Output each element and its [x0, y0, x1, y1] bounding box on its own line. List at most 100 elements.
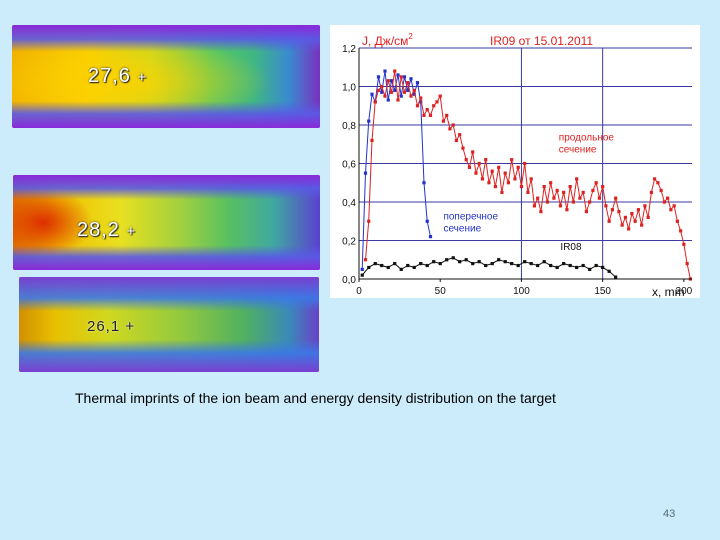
data-point: [555, 265, 559, 270]
y-tick-label: 0,6: [342, 160, 356, 171]
data-point: [360, 267, 364, 271]
data-point: [594, 263, 598, 268]
data-point: [503, 260, 507, 264]
data-point: [575, 265, 579, 270]
thermal-imprint-3: 26,1 +: [19, 277, 319, 372]
data-point: [643, 204, 647, 208]
data-point: [490, 169, 494, 173]
data-point: [526, 190, 530, 194]
data-point: [679, 229, 683, 233]
crosshair-marker-2: +: [126, 223, 137, 240]
data-point: [438, 262, 442, 266]
data-point: [438, 94, 442, 98]
data-point: [484, 263, 488, 268]
data-point: [373, 100, 377, 104]
data-point: [363, 171, 368, 175]
data-point: [487, 181, 491, 185]
data-point: [477, 161, 481, 166]
data-point: [542, 185, 546, 189]
data-point: [425, 219, 429, 223]
temperature-label-2: 28,2 +: [77, 219, 137, 241]
data-point: [659, 188, 663, 193]
data-point: [363, 258, 368, 262]
chart-grid: [359, 47, 692, 280]
data-point: [441, 119, 446, 123]
data-point: [399, 75, 403, 79]
energy-density-chart: 0,0 0,2 0,4 0,6 0,8 1,0 1,2 0 50 100 150 200 IR09 о…: [330, 25, 700, 298]
data-point: [464, 158, 468, 162]
data-point: [435, 100, 439, 104]
data-point: [415, 104, 420, 108]
data-point: [578, 196, 582, 200]
data-point: [562, 262, 566, 266]
data-point: [360, 273, 364, 277]
data-point: [620, 223, 624, 227]
data-point: [419, 262, 423, 266]
data-point: [623, 215, 627, 219]
data-point: [497, 258, 501, 262]
data-point: [669, 208, 673, 212]
data-point: [614, 196, 618, 200]
data-point: [575, 177, 579, 181]
data-point: [451, 256, 455, 260]
data-point: [607, 219, 611, 223]
data-point: [568, 263, 572, 268]
y-tick-label: 0,8: [342, 121, 356, 132]
y-tick-label: 0,4: [342, 198, 356, 209]
chart-canvas: 0,0 0,2 0,4 0,6 0,8 1,0 1,2 0 50 100 150 200 IR09 о…: [342, 32, 693, 298]
data-point: [425, 108, 429, 112]
data-point: [565, 208, 569, 212]
data-point: [630, 211, 634, 216]
temperature-label-3: 26,1 +: [87, 318, 136, 335]
data-point: [672, 204, 676, 208]
data-point: [581, 263, 585, 268]
data-point: [393, 69, 397, 73]
data-point: [406, 81, 410, 85]
x-tick-label: 200: [676, 286, 693, 297]
data-point: [406, 88, 410, 92]
data-point: [383, 69, 387, 73]
temperature-label-1: 27,6 +: [88, 65, 148, 87]
data-point: [422, 113, 426, 117]
slide-caption: Thermal imprints of the ion beam and ene…: [75, 390, 556, 406]
data-point: [464, 258, 468, 262]
y-tick-label: 0,2: [342, 237, 356, 248]
series-line-1: [365, 71, 691, 280]
data-point: [588, 267, 592, 271]
thermal-imprint-2: 28,2 +: [13, 175, 320, 270]
data-point: [370, 92, 374, 96]
data-point: [471, 150, 475, 154]
data-point: [627, 227, 631, 231]
series-line-2: [361, 257, 617, 278]
data-point: [376, 75, 381, 79]
data-point: [370, 138, 374, 142]
data-point: [649, 190, 653, 194]
data-point: [591, 188, 595, 193]
data-point: [415, 81, 420, 85]
data-point: [386, 98, 390, 102]
data-point: [474, 171, 478, 175]
data-point: [562, 190, 566, 194]
data-point: [367, 119, 371, 123]
crosshair-marker-3: +: [125, 318, 136, 335]
data-point: [601, 185, 605, 189]
data-point: [510, 262, 514, 266]
data-point: [529, 177, 533, 181]
data-point: [458, 133, 462, 137]
data-point: [467, 165, 472, 169]
data-point: [399, 267, 403, 271]
chart-annotations: продольное сечение поперечное сечение IR08: [443, 132, 614, 253]
data-point: [536, 196, 540, 200]
data-point: [636, 208, 640, 212]
data-point: [516, 165, 520, 169]
data-point: [422, 181, 426, 185]
data-point: [640, 223, 644, 227]
data-point: [493, 185, 498, 189]
data-point: [432, 260, 436, 264]
page-number: 43: [663, 508, 676, 520]
data-point: [376, 88, 381, 92]
data-point: [500, 190, 504, 194]
data-point: [471, 262, 475, 266]
data-point: [383, 94, 387, 98]
data-point: [536, 263, 540, 268]
